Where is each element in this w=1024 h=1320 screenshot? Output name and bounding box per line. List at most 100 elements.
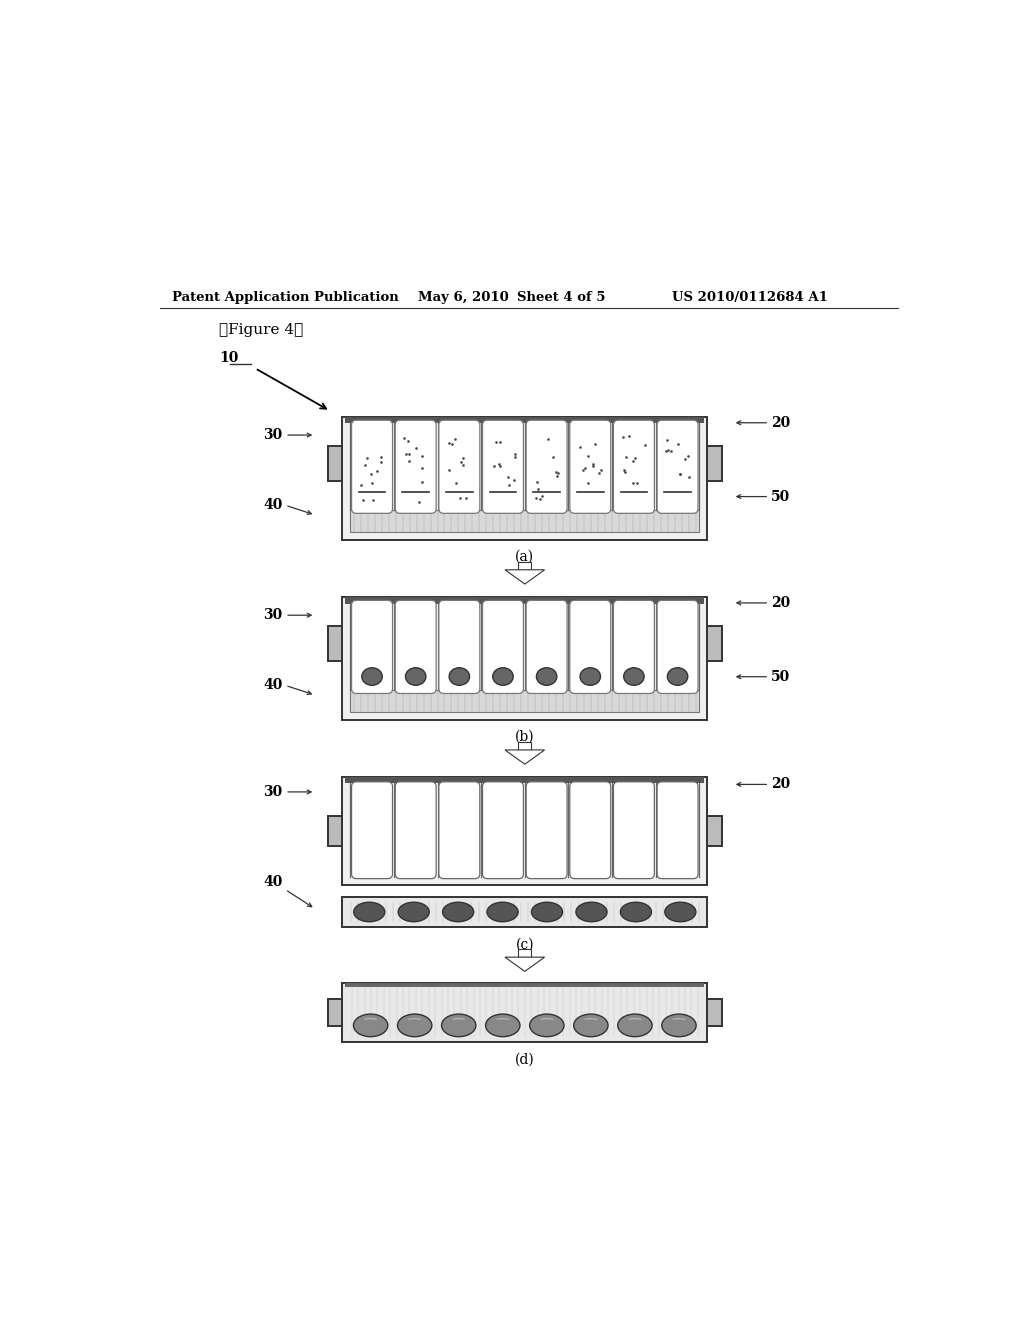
Point	[401, 450, 418, 471]
Point	[528, 471, 545, 492]
FancyBboxPatch shape	[439, 601, 480, 693]
Point	[545, 446, 561, 467]
Text: 10: 10	[219, 351, 239, 364]
Bar	[328, 816, 342, 846]
Point	[455, 447, 471, 469]
Ellipse shape	[487, 902, 518, 921]
Point	[587, 433, 603, 454]
FancyBboxPatch shape	[351, 601, 392, 693]
Point	[440, 459, 457, 480]
Bar	[518, 562, 531, 570]
Bar	[345, 777, 705, 783]
Point	[362, 463, 379, 484]
FancyBboxPatch shape	[657, 601, 698, 693]
Bar	[328, 626, 342, 661]
Text: 20: 20	[771, 416, 791, 430]
Point	[615, 459, 632, 480]
Bar	[518, 742, 531, 750]
Text: Patent Application Publication: Patent Application Publication	[172, 292, 398, 304]
Point	[447, 473, 464, 494]
Bar	[345, 597, 705, 603]
FancyBboxPatch shape	[395, 781, 436, 879]
Point	[493, 432, 509, 453]
Point	[580, 473, 596, 494]
Point	[446, 428, 463, 449]
Bar	[708, 999, 722, 1026]
Text: 20: 20	[771, 777, 791, 792]
Ellipse shape	[573, 1014, 608, 1036]
Ellipse shape	[485, 1014, 520, 1036]
Ellipse shape	[398, 902, 429, 921]
Polygon shape	[505, 570, 545, 583]
Point	[586, 455, 602, 477]
Point	[396, 428, 413, 449]
Ellipse shape	[353, 902, 385, 921]
Ellipse shape	[441, 1014, 476, 1036]
Point	[529, 478, 546, 499]
Point	[507, 444, 523, 465]
Point	[373, 451, 389, 473]
Point	[452, 487, 468, 508]
Text: 30: 30	[263, 609, 283, 622]
Text: 20: 20	[771, 595, 791, 610]
Ellipse shape	[580, 668, 600, 685]
Point	[411, 491, 427, 512]
Point	[400, 444, 417, 465]
Point	[548, 462, 564, 483]
Bar	[518, 949, 531, 957]
Point	[414, 457, 430, 478]
Ellipse shape	[450, 668, 470, 685]
Polygon shape	[505, 750, 545, 764]
Point	[501, 475, 517, 496]
Ellipse shape	[361, 668, 382, 685]
Point	[486, 455, 503, 477]
Text: 30: 30	[263, 785, 283, 799]
Bar	[708, 446, 722, 480]
Ellipse shape	[662, 1014, 696, 1036]
Bar	[342, 417, 708, 540]
Bar	[342, 898, 708, 927]
Point	[549, 466, 565, 487]
Text: (a): (a)	[515, 550, 535, 564]
Bar	[350, 783, 699, 876]
Text: Sheet 4 of 5: Sheet 4 of 5	[517, 292, 605, 304]
Text: 50: 50	[771, 490, 791, 503]
Text: (b): (b)	[515, 730, 535, 744]
Point	[355, 490, 372, 511]
Point	[353, 474, 370, 495]
Ellipse shape	[621, 902, 651, 921]
Point	[507, 446, 523, 467]
Point	[572, 437, 589, 458]
Point	[616, 462, 633, 483]
Bar	[345, 417, 705, 424]
Point	[488, 432, 505, 453]
Point	[500, 467, 516, 488]
Text: 40: 40	[263, 875, 283, 888]
Point	[506, 470, 522, 491]
Ellipse shape	[665, 902, 696, 921]
Point	[677, 449, 693, 470]
Point	[531, 488, 548, 510]
Point	[617, 446, 634, 467]
Point	[399, 430, 416, 451]
Ellipse shape	[668, 668, 688, 685]
Point	[672, 463, 688, 484]
Ellipse shape	[624, 668, 644, 685]
Point	[577, 458, 593, 479]
FancyBboxPatch shape	[569, 601, 610, 693]
Bar	[345, 982, 705, 987]
FancyBboxPatch shape	[482, 420, 523, 513]
Point	[621, 425, 637, 446]
Point	[397, 444, 414, 465]
Point	[637, 434, 653, 455]
FancyBboxPatch shape	[657, 420, 698, 513]
Point	[458, 488, 474, 510]
Point	[357, 454, 374, 475]
Point	[663, 440, 679, 461]
FancyBboxPatch shape	[395, 420, 436, 513]
Point	[629, 473, 645, 494]
Point	[365, 473, 381, 494]
Bar	[350, 603, 699, 690]
Point	[680, 446, 696, 467]
FancyBboxPatch shape	[351, 420, 392, 513]
